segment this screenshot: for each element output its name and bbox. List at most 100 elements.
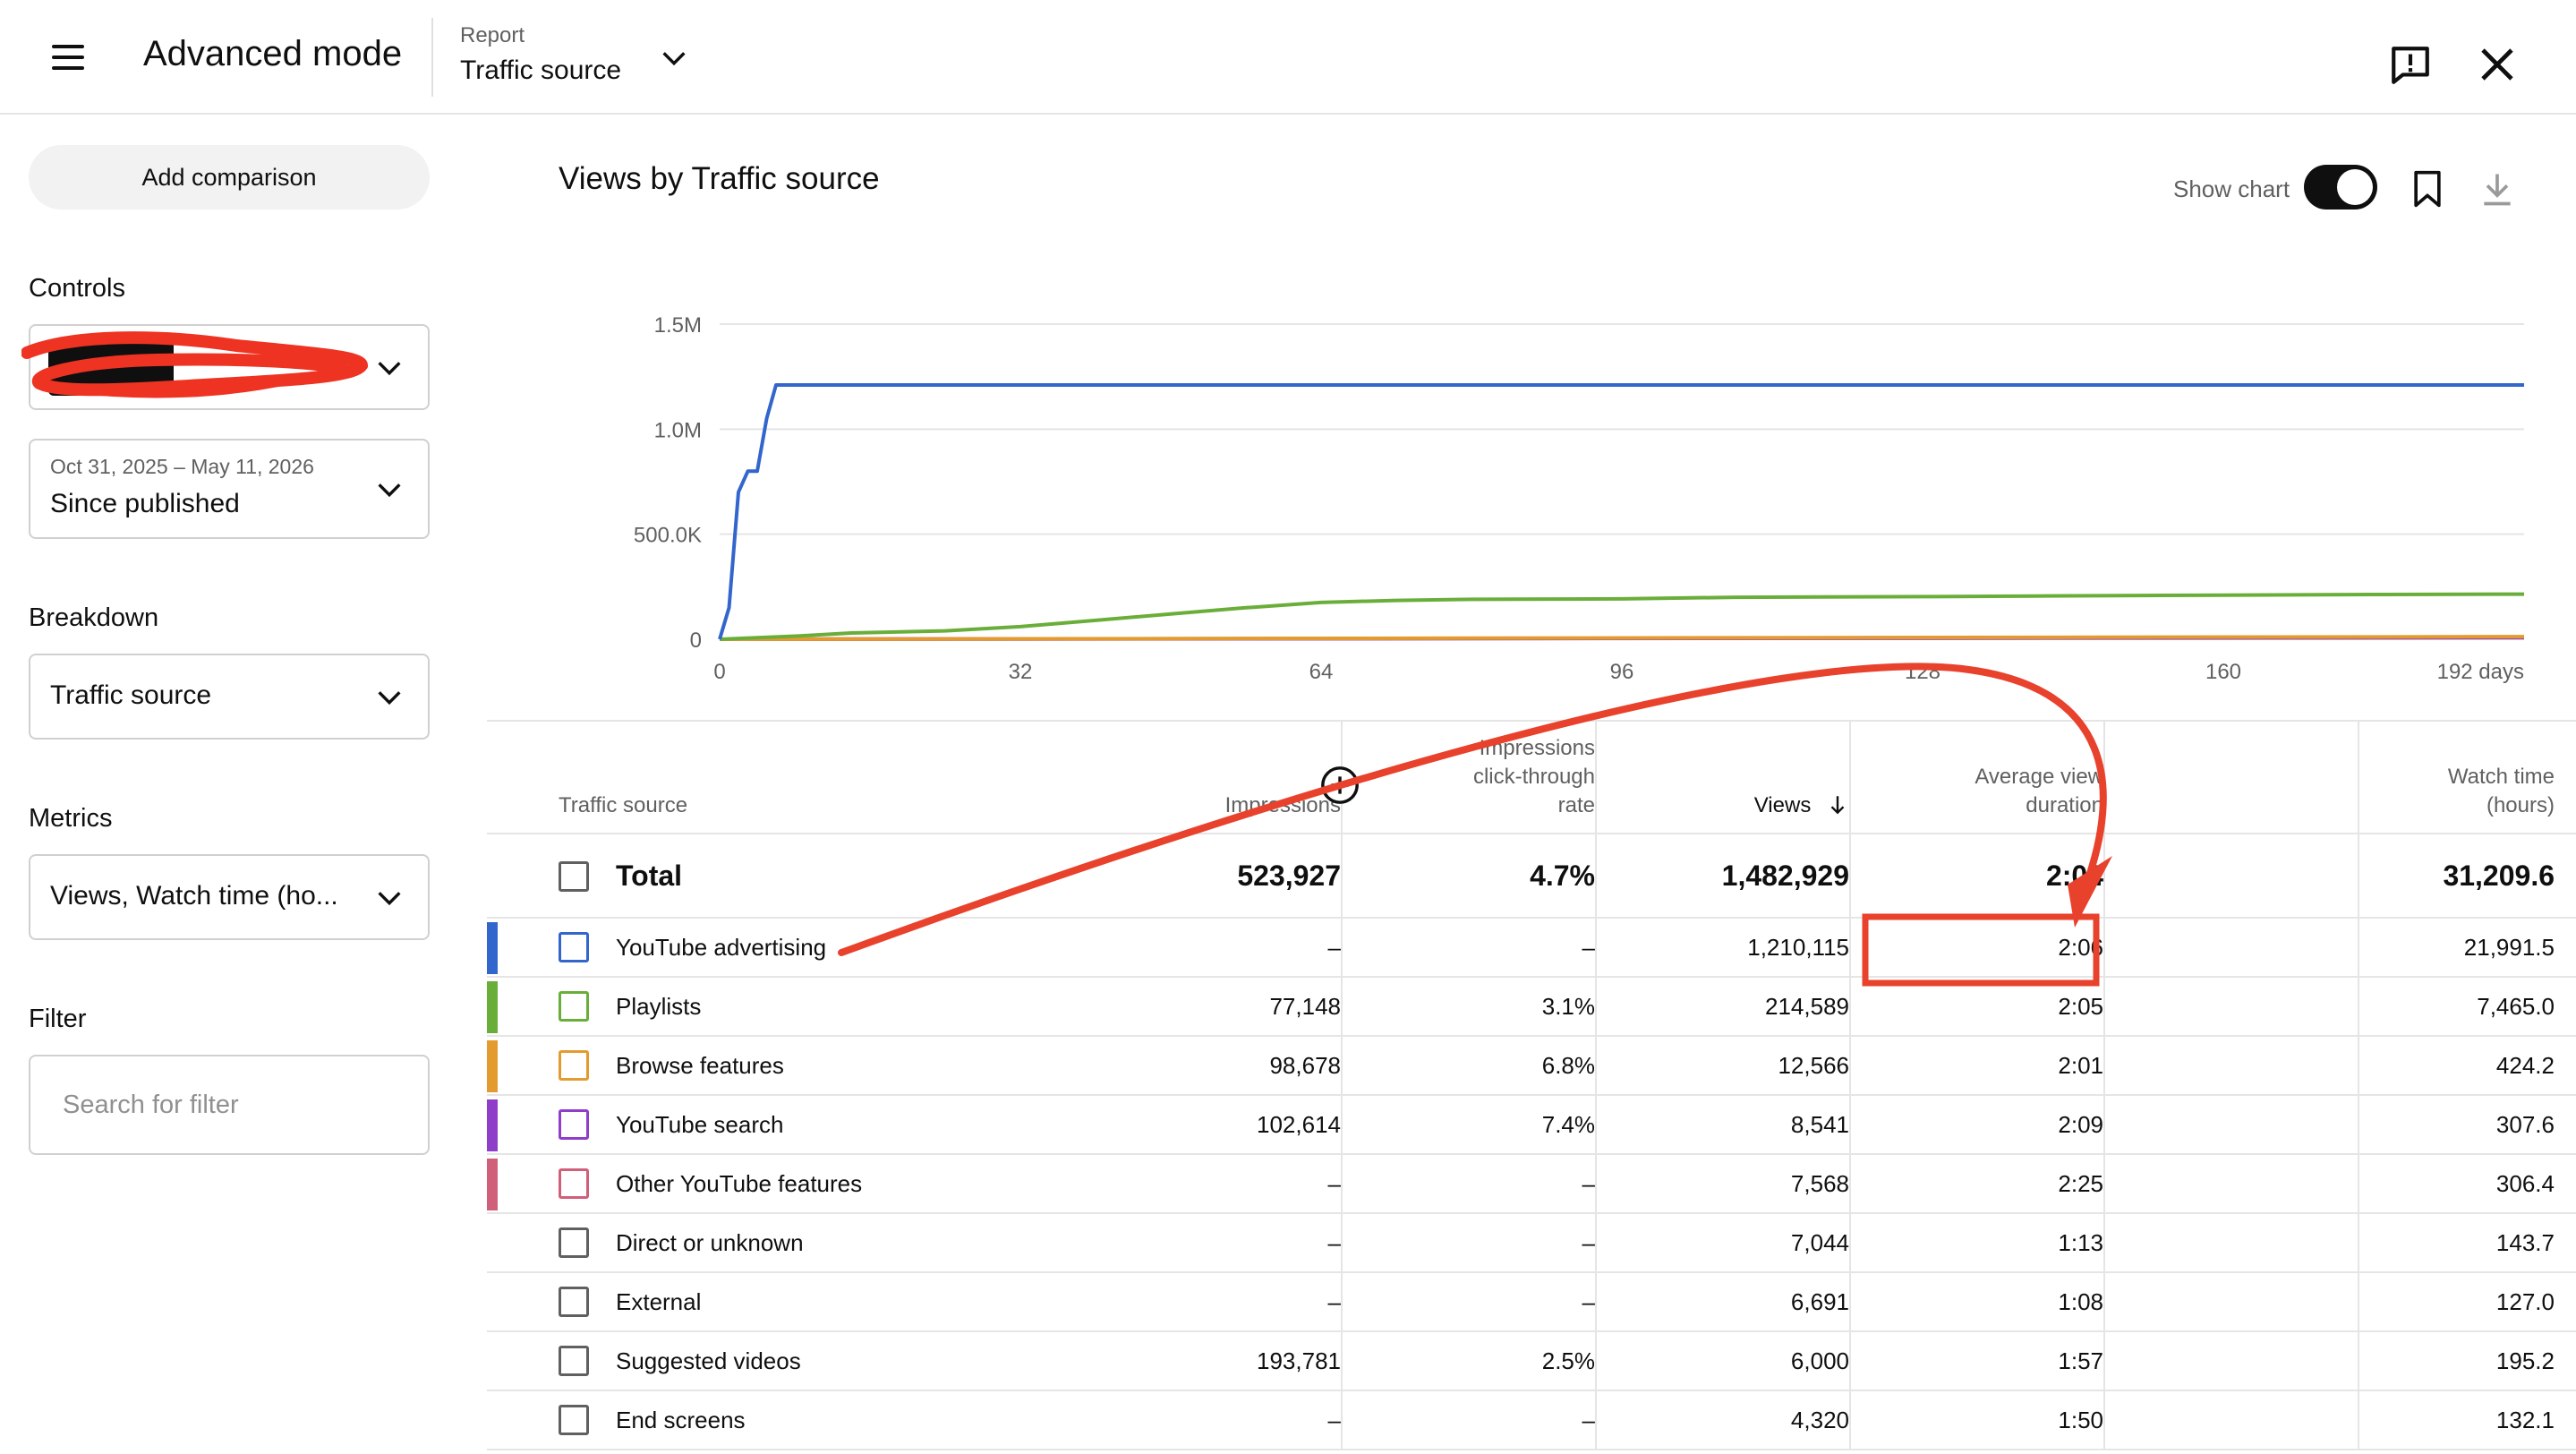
toggle-knob xyxy=(2337,169,2373,205)
series-color-stripe xyxy=(487,1159,498,1210)
chevron-down-icon xyxy=(378,691,401,706)
date-preset-text: Since published xyxy=(50,489,240,518)
cell-ctr: 3.1% xyxy=(1541,993,1595,1020)
header-watch-line2: (hours) xyxy=(2486,793,2555,817)
header-views-label: Views xyxy=(1753,793,1812,817)
date-range-select[interactable]: Oct 31, 2025 – May 11, 2026 Since publis… xyxy=(29,439,430,539)
cell-ctr: – xyxy=(1582,934,1595,961)
cell-ctr: 2.5% xyxy=(1541,1347,1595,1374)
header-avd-line2: duration xyxy=(2026,793,2103,817)
header-traffic-source[interactable]: Traffic source xyxy=(559,793,688,817)
filter-label: Filter xyxy=(29,1005,87,1033)
feedback-icon[interactable] xyxy=(2388,43,2433,88)
row-checkbox[interactable] xyxy=(559,1346,589,1376)
cell-watch: 132.1 xyxy=(2495,1407,2555,1433)
series-color-stripe xyxy=(487,922,498,974)
total-checkbox[interactable] xyxy=(559,861,589,892)
cell-views: 7,568 xyxy=(1790,1170,1849,1197)
metrics-label: Metrics xyxy=(29,804,113,833)
report-selector[interactable]: Traffic source xyxy=(460,56,622,85)
hamburger-menu-icon[interactable] xyxy=(47,39,90,75)
series-color-stripe xyxy=(487,1040,498,1092)
chevron-down-icon[interactable] xyxy=(659,43,689,73)
row-label[interactable]: End screens xyxy=(616,1407,746,1433)
cell-views: 1,210,115 xyxy=(1747,934,1849,961)
download-icon[interactable] xyxy=(2478,167,2517,211)
x-tick-label: 160 xyxy=(2205,660,2241,684)
cell-avd: 2:09 xyxy=(2058,1111,2103,1138)
add-comparison-button[interactable]: Add comparison xyxy=(29,145,430,210)
add-column-icon[interactable] xyxy=(1319,765,1361,806)
table-row: Suggested videos 193,781 2.5% 6,000 1:57 195.… xyxy=(487,1332,2576,1391)
cell-watch: 307.6 xyxy=(2495,1111,2555,1138)
cell-views: 8,541 xyxy=(1790,1111,1849,1138)
chart-title: Views by Traffic source xyxy=(559,161,880,196)
bookmark-icon[interactable] xyxy=(2408,167,2447,211)
row-label[interactable]: Suggested videos xyxy=(616,1347,801,1374)
row-checkbox[interactable] xyxy=(559,1168,589,1199)
row-label[interactable]: External xyxy=(616,1288,702,1315)
table-row: Browse features 98,678 6.8% 12,566 2:01 424.2 xyxy=(487,1037,2576,1096)
header-avd-line1: Average view xyxy=(1975,765,2103,789)
row-checkbox[interactable] xyxy=(559,1227,589,1258)
metrics-select[interactable]: Views, Watch time (ho... xyxy=(29,854,430,940)
header-views[interactable]: Views xyxy=(1754,791,1849,820)
breakdown-select[interactable]: Traffic source xyxy=(29,654,430,740)
metrics-value: Views, Watch time (ho... xyxy=(50,881,338,911)
table-row-total: Total 523,927 4.7% 1,482,929 2:04 31,209… xyxy=(487,834,2576,919)
x-tick-label: 32 xyxy=(1009,660,1033,684)
table-body: YouTube advertising – – 1,210,115 2:06 21,991… xyxy=(487,919,2576,1450)
row-label[interactable]: Playlists xyxy=(616,993,702,1020)
cell-views: 12,566 xyxy=(1778,1052,1849,1079)
total-avd: 2:04 xyxy=(2045,860,2103,892)
row-checkbox[interactable] xyxy=(559,932,589,962)
header-ctr[interactable]: Impressions click-through rate xyxy=(1473,734,1595,820)
cell-watch: 7,465.0 xyxy=(2477,993,2555,1020)
cell-watch: 424.2 xyxy=(2495,1052,2555,1079)
header-ctr-line1: Impressions xyxy=(1479,736,1595,760)
row-label[interactable]: Browse features xyxy=(616,1052,784,1079)
cell-impressions: – xyxy=(1327,1229,1341,1256)
row-checkbox[interactable] xyxy=(559,1050,589,1081)
y-tick-label: 0 xyxy=(690,629,702,653)
header-avg-view-duration[interactable]: Average view duration xyxy=(1975,763,2103,820)
y-tick-label: 1.0M xyxy=(654,418,702,442)
controls-label: Controls xyxy=(29,274,125,303)
cell-watch: 127.0 xyxy=(2495,1288,2555,1315)
cell-impressions: – xyxy=(1327,1288,1341,1315)
row-checkbox[interactable] xyxy=(559,1287,589,1317)
chevron-down-icon xyxy=(378,362,401,376)
row-label[interactable]: Other YouTube features xyxy=(616,1170,863,1197)
table-row: Other YouTube features – – 7,568 2:25 306.4 xyxy=(487,1155,2576,1214)
total-label: Total xyxy=(616,860,683,892)
total-ctr: 4.7% xyxy=(1530,860,1595,892)
header-watch-time[interactable]: Watch time (hours) xyxy=(2448,763,2555,820)
filter-search-input[interactable] xyxy=(29,1055,430,1155)
row-checkbox[interactable] xyxy=(559,1405,589,1435)
cell-avd: 1:13 xyxy=(2058,1229,2103,1256)
row-label[interactable]: YouTube advertising xyxy=(616,934,827,961)
row-checkbox[interactable] xyxy=(559,991,589,1022)
breakdown-value: Traffic source xyxy=(50,680,212,710)
row-label[interactable]: YouTube search xyxy=(616,1111,784,1138)
cell-impressions: 77,148 xyxy=(1269,993,1341,1020)
table-row: YouTube advertising – – 1,210,115 2:06 21,991… xyxy=(487,919,2576,978)
sort-arrow-down-icon xyxy=(1830,796,1845,815)
x-tick-label: 96 xyxy=(1610,660,1634,684)
cell-avd: 2:06 xyxy=(2058,934,2103,961)
report-label: Report xyxy=(460,23,525,47)
table-row: Playlists 77,148 3.1% 214,589 2:05 7,465.0 xyxy=(487,978,2576,1037)
cell-impressions: 193,781 xyxy=(1257,1347,1341,1374)
views-line-chart: 0 500.0K 1.0M 1.5M 0 32 64 96 128 160 192 days xyxy=(634,313,2525,684)
cell-ctr: – xyxy=(1582,1229,1595,1256)
show-chart-toggle[interactable] xyxy=(2304,165,2377,210)
cell-views: 6,000 xyxy=(1790,1347,1849,1374)
close-icon[interactable] xyxy=(2476,43,2519,86)
cell-avd: 1:50 xyxy=(2058,1407,2103,1433)
cell-avd: 1:08 xyxy=(2058,1288,2103,1315)
row-label[interactable]: Direct or unknown xyxy=(616,1229,804,1256)
date-range-text: Oct 31, 2025 – May 11, 2026 xyxy=(50,455,314,478)
row-checkbox[interactable] xyxy=(559,1109,589,1140)
breakdown-label: Breakdown xyxy=(29,603,159,632)
table-row: Direct or unknown – – 7,044 1:13 143.7 xyxy=(487,1214,2576,1273)
